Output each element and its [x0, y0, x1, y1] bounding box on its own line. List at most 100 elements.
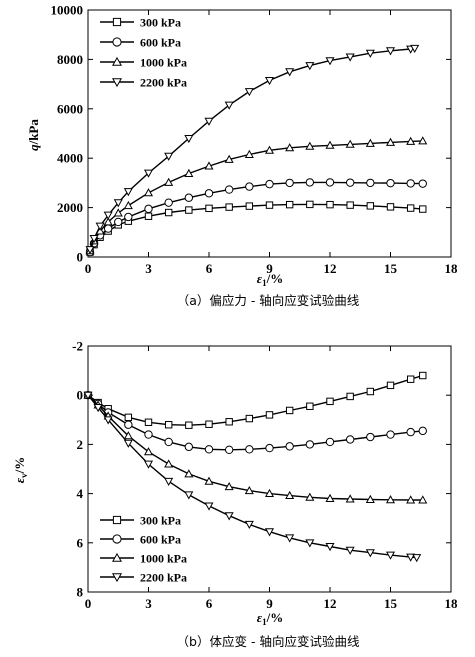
chart-a-data-point [144, 204, 153, 214]
chart-a-legend-label: 600 kPa [140, 36, 181, 50]
chart-b-data-point [325, 543, 335, 552]
chart-b-data-point [124, 420, 133, 429]
chart-a-series [85, 44, 428, 257]
chart-a-legend-label: 2200 kPa [140, 76, 187, 90]
chart-b-data-point [123, 431, 133, 440]
chart-b-data-point [306, 402, 314, 410]
chart-b-data-point [124, 413, 133, 422]
chart-a-x-tick-label: 3 [145, 261, 152, 276]
chart-b-data-point [366, 432, 375, 442]
chart-b-y-axis-label: εv/% [12, 457, 29, 483]
chart-b-data-point [264, 528, 275, 537]
chart-a-data-point [285, 143, 295, 152]
chart-b-y-tick-label: 8 [77, 585, 84, 600]
chart-b-x-tick-label: 18 [445, 596, 459, 611]
chart-a-series-line [89, 47, 415, 250]
chart-a-y-tick-label: 2000 [57, 200, 83, 215]
chart-a-data-point [124, 212, 133, 222]
chart-a: 0 3 6 9 12 15 18 0 2000 4000 6000 8000 10000 300 kP… [26, 3, 458, 309]
chart-b-y-tick-label: -2 [72, 339, 83, 354]
chart-b-data-point [103, 416, 113, 425]
chart-a-data-point [346, 201, 354, 209]
chart-a-legend-marker [112, 37, 122, 47]
chart-b-data-point [123, 439, 133, 448]
chart-a-data-point [245, 202, 254, 210]
chart-b-data-point [264, 488, 275, 498]
chart-a-data-point [264, 76, 275, 86]
chart-a-x-ticks: 0 3 6 9 12 15 18 [85, 10, 458, 276]
chart-b-data-point [305, 440, 315, 449]
chart-b-data-point [386, 430, 395, 439]
chart-b-data-point [366, 387, 375, 396]
chart-a-data-point [418, 179, 427, 188]
chart-a-data-point [305, 62, 315, 71]
chart-a-data-point [103, 211, 113, 220]
chart-b-data-point [365, 549, 375, 558]
chart-a-data-point [366, 202, 375, 210]
chart-b-legend-marker [112, 534, 122, 544]
chart-a-data-point [85, 246, 95, 255]
chart-b-data-point [406, 553, 416, 562]
chart-b-series-line [87, 394, 423, 501]
chart-a-data-point [224, 185, 234, 194]
chart-a-data-point [244, 88, 254, 97]
chart-a-data-point [89, 235, 99, 244]
chart-a-data-point [345, 139, 355, 148]
chart-a-data-point [103, 217, 113, 226]
chart-a-data-point [224, 101, 234, 110]
chart-a-data-point [185, 206, 193, 214]
chart-b-y-tick-label: 0 [77, 388, 84, 403]
chart-b-caption: （b）体应变 - 轴向应变试验曲线 [177, 634, 360, 649]
chart-a-y-tick-label: 10000 [51, 3, 84, 18]
chart-b-data-point [406, 375, 415, 383]
chart-a-data-point [325, 140, 335, 149]
chart-b-data-point [326, 397, 334, 406]
chart-a-legend-marker [112, 78, 122, 88]
chart-b-data-point [245, 414, 254, 423]
chart-a-data-point [95, 222, 105, 231]
chart-a-data-point [325, 57, 335, 66]
chart-b-data-point [244, 520, 254, 530]
chart-b-data-point [184, 469, 194, 478]
chart-a-data-point [418, 136, 428, 145]
chart-a-data-point [123, 200, 133, 210]
chart-b-data-point [225, 418, 233, 426]
chart-b-data-point [204, 476, 214, 485]
chart-b-series-line [87, 374, 424, 426]
chart-b-y-tick-label: 4 [77, 486, 84, 501]
chart-b-data-point [143, 460, 154, 469]
chart-b-x-tick-label: 3 [145, 596, 152, 611]
chart-a-data-point [419, 205, 427, 213]
chart-a-x-tick-label: 18 [445, 261, 459, 276]
chart-b-y-tick-label: 2 [77, 437, 84, 452]
chart-b-legend-marker [112, 573, 122, 583]
chart-b-x-tick-label: 15 [384, 596, 398, 611]
chart-a-data-point [113, 208, 123, 217]
chart-a-data-point [410, 44, 420, 53]
chart-b-data-point [224, 445, 234, 455]
chart-a-data-point [406, 179, 415, 188]
chart-a-data-point [103, 224, 113, 233]
chart-a-legend: 300 kPa 600 kPa 1000 kPa 2200 kPa [100, 16, 187, 90]
chart-b-data-point [365, 494, 375, 503]
chart-a-data-point [365, 138, 375, 147]
chart-b-data-point [346, 392, 354, 401]
chart-a-data-point [285, 178, 294, 188]
chart-a-data-point [345, 53, 355, 62]
chart-a-data-point [113, 199, 123, 208]
chart-a-data-point [225, 203, 233, 211]
chart-b-data-point [144, 418, 153, 426]
chart-b-series [83, 371, 428, 563]
chart-b-data-point [204, 502, 214, 511]
chart-b-data-point [83, 391, 93, 400]
chart-a-data-point [366, 178, 375, 188]
chart-a-data-point [325, 178, 335, 187]
chart-a-data-point [385, 47, 396, 56]
chart-b-data-point [245, 445, 254, 454]
chart-a-data-point [164, 198, 173, 207]
chart-a-data-point [164, 177, 174, 186]
chart-b-data-point [418, 495, 428, 504]
chart-a-y-tick-label: 0 [77, 250, 84, 265]
chart-b-data-point [265, 443, 274, 453]
